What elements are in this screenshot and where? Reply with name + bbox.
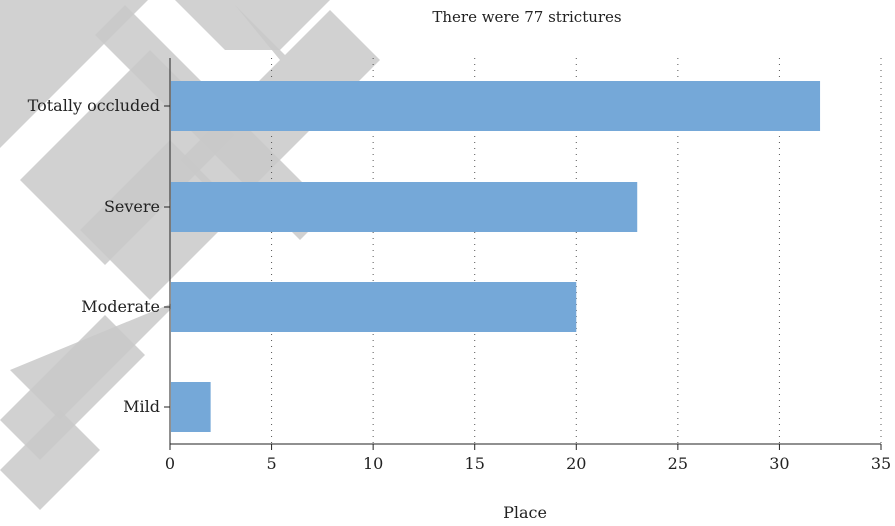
- x-tick-label: 0: [165, 454, 175, 473]
- bar-totally-occluded: [171, 81, 821, 131]
- x-axis-ticks: 0 5 10 15 20 25 30 35: [165, 444, 891, 473]
- x-tick-label: 35: [871, 454, 891, 473]
- grid-lines: [271, 58, 882, 444]
- watermark-stroke: [0, 315, 145, 460]
- x-tick-label: 30: [769, 454, 789, 473]
- bar-severe: [171, 182, 638, 232]
- x-tick-label: 25: [668, 454, 688, 473]
- y-tick-label: Moderate: [81, 297, 160, 316]
- watermark-stroke: [0, 410, 100, 510]
- x-tick-label: 20: [566, 454, 586, 473]
- x-tick-label: 5: [266, 454, 276, 473]
- x-tick-label: 15: [465, 454, 485, 473]
- y-tick-label: Severe: [104, 197, 160, 216]
- watermark-stroke: [80, 140, 240, 300]
- draft-watermark: [0, 0, 380, 510]
- y-tick-label: Totally occluded: [28, 96, 160, 115]
- y-tick-label: Mild: [123, 397, 160, 416]
- bars: [171, 81, 821, 432]
- x-tick-label: 10: [363, 454, 383, 473]
- bar-mild: [171, 382, 211, 432]
- chart-title: There were 77 strictures: [432, 8, 621, 26]
- bar-moderate: [171, 282, 577, 332]
- y-axis-ticks: Totally occluded Severe Moderate Mild: [28, 96, 170, 416]
- x-axis-label: Place: [503, 503, 547, 522]
